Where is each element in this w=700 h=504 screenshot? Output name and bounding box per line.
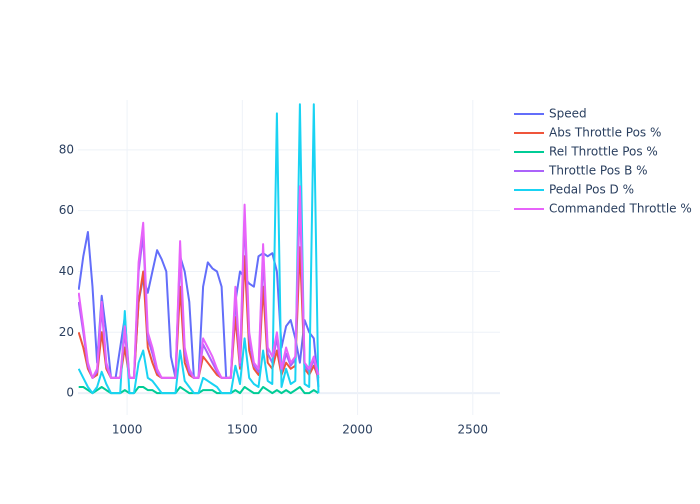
grid: 0 20 40 60 80 1000 1500 2000 2500 (59, 100, 500, 437)
series-line (78, 103, 320, 395)
legend-label: Throttle Pos B % (548, 164, 648, 178)
y-tick-label: 80 (59, 142, 74, 156)
x-tick-label: 1500 (227, 423, 258, 437)
legend-label: Rel Throttle Pos % (549, 145, 658, 159)
y-tick-label: 60 (59, 203, 74, 217)
y-tick-label: 20 (59, 325, 74, 339)
legend-label: Abs Throttle Pos % (549, 126, 661, 140)
y-tick-label: 40 (59, 264, 74, 278)
series-line (78, 185, 320, 379)
x-tick-label: 2500 (458, 423, 489, 437)
legend-label: Speed (549, 107, 587, 121)
y-tick-label: 0 (66, 386, 74, 400)
legend: Speed Abs Throttle Pos % Rel Throttle Pos … (514, 107, 692, 216)
x-tick-label: 2000 (342, 423, 373, 437)
plot-area (78, 103, 320, 395)
legend-label: Pedal Pos D % (549, 183, 634, 197)
legend-label: Commanded Throttle % (549, 202, 692, 216)
x-tick-label: 1000 (112, 423, 143, 437)
series-line (78, 197, 320, 379)
